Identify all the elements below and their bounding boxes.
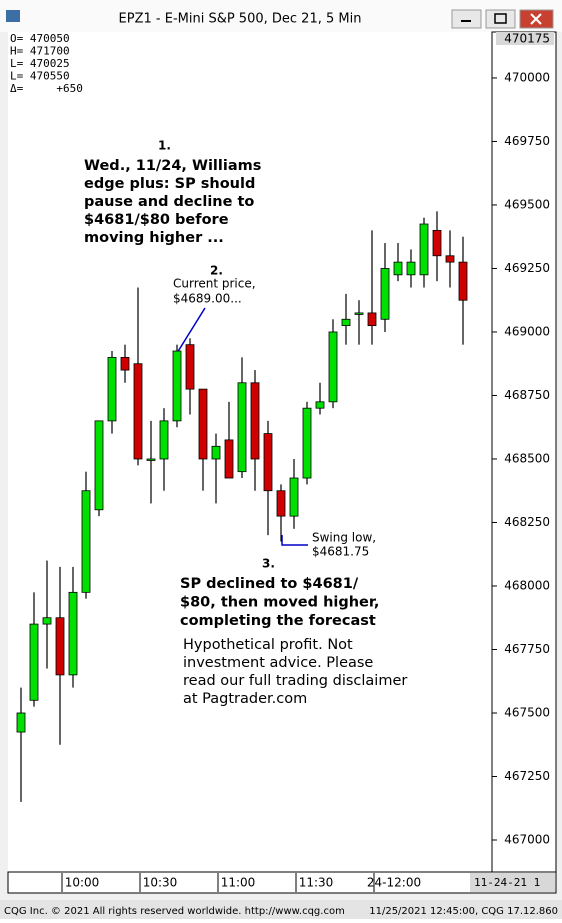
- annotation-line: $4689.00...: [173, 292, 242, 306]
- candle-body: [354, 312, 364, 315]
- candle-body: [133, 363, 143, 460]
- readout-line: L= 470025: [10, 57, 70, 70]
- y-tick-label: 467250: [504, 769, 550, 783]
- annotation-line: Wed., 11/24, Williams: [84, 158, 261, 174]
- price-axis: [491, 31, 557, 873]
- candle-body: [341, 318, 351, 327]
- y-tick-label: 467750: [504, 642, 550, 656]
- annotation-line: read our full trading disclaimer: [183, 673, 407, 689]
- annotation-line: $80, then moved higher,: [180, 595, 379, 611]
- candle-body: [185, 344, 195, 390]
- candle-body: [458, 261, 468, 301]
- annotation-line: Hypothetical profit. Not: [183, 637, 353, 653]
- candle-body: [302, 407, 312, 479]
- candle-body: [42, 617, 52, 625]
- candle-body: [419, 223, 429, 276]
- annotation-number: 2.: [210, 264, 223, 278]
- readout-line: O= 470050: [10, 32, 70, 45]
- candle-body: [16, 712, 26, 733]
- annotation-line: investment advice. Please: [183, 655, 373, 671]
- readout-line: L= 470550: [10, 70, 70, 83]
- app-icon: [6, 10, 20, 22]
- annotation-number: 1.: [158, 139, 171, 153]
- readout-line: H= 471700: [10, 45, 70, 58]
- candle-body: [211, 445, 221, 460]
- window-title: EPZ1 - E-Mini S&P 500, Dec 21, 5 Min: [119, 12, 362, 27]
- top-price-box: [496, 32, 554, 45]
- annotation-line: at Pagtrader.com: [183, 691, 307, 707]
- y-tick-label: 470000: [504, 70, 550, 84]
- candle-body: [406, 261, 416, 276]
- x-tick-label: 10:30: [143, 876, 178, 890]
- candle-body: [393, 261, 403, 276]
- annotations: 1. Wed., 11/24, Williams edge plus: SP sho…: [84, 139, 407, 708]
- annotation-line: moving higher ...: [84, 230, 224, 246]
- candle-body: [120, 356, 130, 371]
- footer-right: 11/25/2021 12:45:00, CQG 17.12.860: [369, 906, 558, 917]
- candle-body: [289, 477, 299, 517]
- candle-body: [94, 420, 104, 511]
- footer-left: CQG Inc. © 2021 All rights reserved worl…: [4, 906, 345, 917]
- date-box: [470, 873, 555, 892]
- readout-line: Δ= +650: [10, 82, 83, 95]
- y-tick-label: 469750: [504, 134, 550, 148]
- annotation-line: Current price,: [173, 277, 256, 291]
- y-tick-label: 468000: [504, 578, 550, 592]
- annotation-line: SP declined to $4681/: [180, 576, 359, 592]
- y-tick-label: 468750: [504, 388, 550, 402]
- candle-body: [55, 617, 65, 676]
- candle-body: [367, 312, 377, 327]
- candle-body: [237, 382, 247, 473]
- candle-body: [198, 388, 208, 460]
- x-tick-label: 10:00: [65, 876, 100, 890]
- candle-body: [432, 229, 442, 257]
- candle-body: [276, 490, 286, 517]
- y-tick-label: 468500: [504, 451, 550, 465]
- candle-body: [224, 439, 234, 479]
- candle-body: [146, 458, 156, 461]
- date-label: 11-24-21 1: [474, 876, 540, 889]
- x-tick-label: 11:00: [221, 876, 256, 890]
- candle-body: [250, 382, 260, 460]
- candle-body: [81, 490, 91, 593]
- y-tick-label: 469500: [504, 197, 550, 211]
- candle-body: [263, 433, 273, 492]
- annotation-line: $4681.75: [312, 545, 369, 559]
- annotation-line: pause and decline to: [84, 194, 254, 210]
- y-tick-label: 467000: [504, 832, 550, 846]
- annotation-line: completing the forecast: [180, 613, 376, 629]
- annotation-line: Swing low,: [312, 531, 376, 545]
- pointer: [176, 307, 206, 354]
- candle-body: [315, 401, 325, 409]
- candle-body: [68, 591, 78, 676]
- candle-body: [172, 350, 182, 422]
- annotation-number: 3.: [262, 557, 275, 571]
- annotation-line: edge plus: SP should: [84, 176, 255, 192]
- pointer: [281, 535, 308, 546]
- candle-body: [159, 420, 169, 460]
- window-buttons[interactable]: [451, 9, 554, 29]
- y-tick-label: 467500: [504, 705, 550, 719]
- x-tick-label: 24-12:00: [367, 876, 421, 890]
- y-tick-label: 469000: [504, 324, 550, 338]
- candle-body: [328, 331, 338, 403]
- plot-area: [8, 32, 492, 872]
- annotation-line: $4681/$80 before: [84, 212, 229, 228]
- y-tick-label: 468250: [504, 515, 550, 529]
- candle-body: [380, 268, 390, 320]
- candle-body: [107, 356, 117, 422]
- x-tick-label: 11:30: [299, 876, 334, 890]
- status-bar: [0, 900, 562, 919]
- time-axis: [7, 871, 557, 894]
- candle-body: [445, 255, 455, 263]
- candle-body: [29, 623, 39, 701]
- top-price-label: 470175: [504, 32, 550, 46]
- y-tick-label: 469250: [504, 261, 550, 275]
